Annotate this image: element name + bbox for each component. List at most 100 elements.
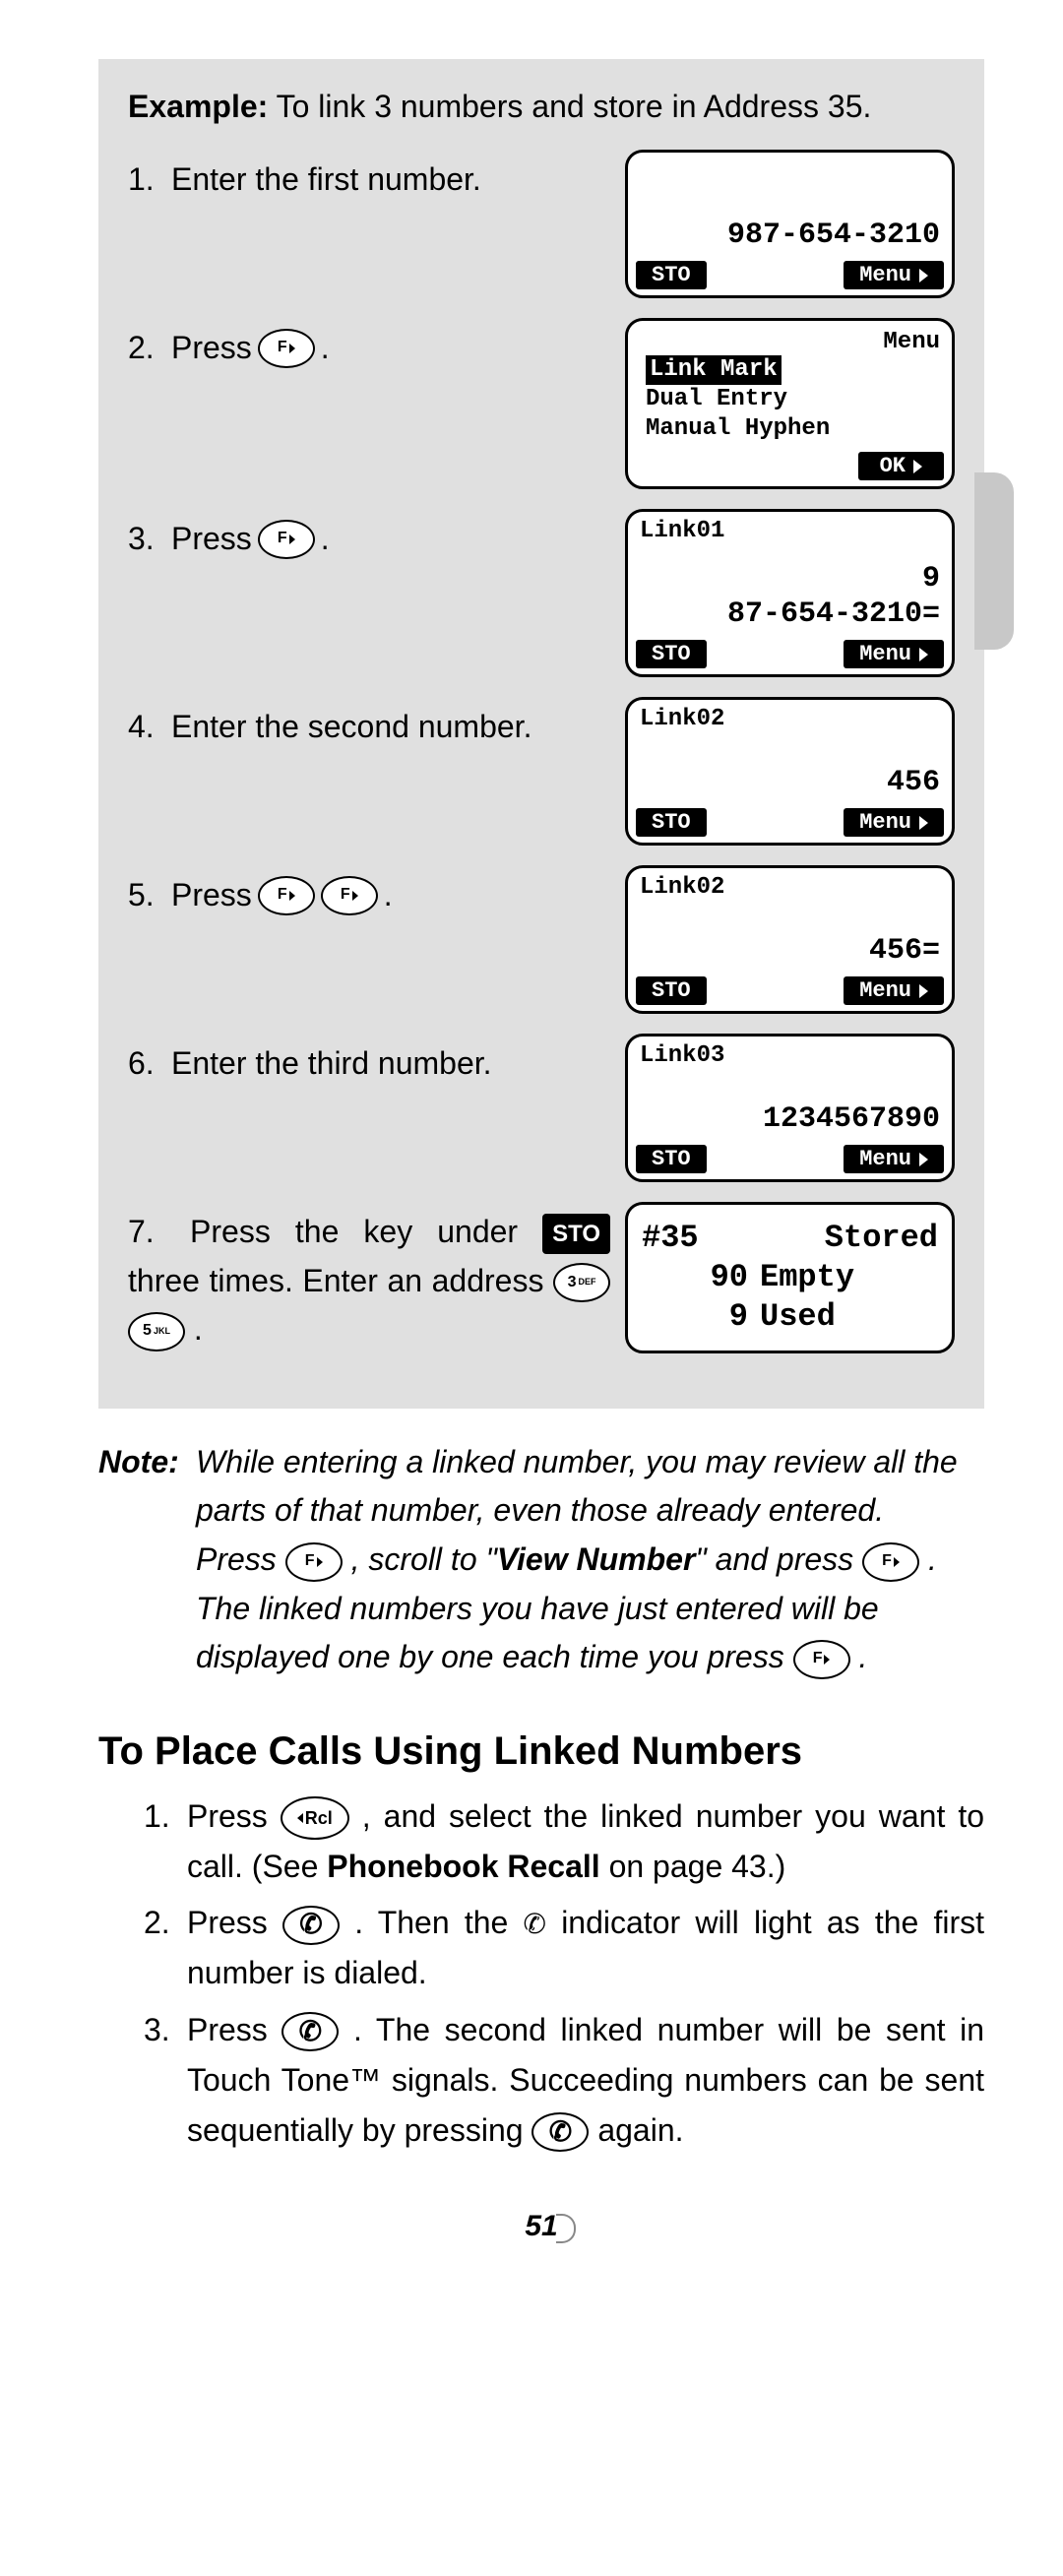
step-row: 2. Press F . Menu Link Mark Dual Entry M…	[128, 318, 955, 489]
lcd-body: Link02 456	[628, 700, 952, 808]
thumb-tab	[974, 472, 1014, 650]
lcd-top-left: Link01	[640, 518, 940, 544]
text-part: Press	[187, 2012, 281, 2047]
step-number: 5.	[128, 871, 165, 920]
phone-icon: ✆	[299, 1903, 322, 1947]
page-number: 51	[98, 2210, 984, 2243]
step-text: 3. Press F .	[128, 509, 610, 564]
send-key-icon: ✆	[281, 2012, 339, 2051]
f-key-icon: F	[258, 876, 315, 915]
page-number-value: 51	[525, 2210, 557, 2243]
lcd-screen: Link02 456= STO Menu	[625, 865, 955, 1014]
step-row: 4. Enter the second number. Link02 456 S…	[128, 697, 955, 846]
lcd-body: Link01 9 87-654-3210=	[628, 512, 952, 640]
text-part: Press	[187, 1905, 268, 1940]
lcd-sto-button[interactable]: STO	[636, 1145, 707, 1173]
step-body: Press	[171, 324, 252, 373]
lcd-line: 9	[640, 561, 940, 597]
lcd-menu-button[interactable]: Menu	[844, 640, 944, 668]
lcd-screen: Link01 9 87-654-3210= STO Menu	[625, 509, 955, 677]
note-label: Note:	[98, 1438, 182, 1682]
lcd-empty-label: Empty	[760, 1258, 938, 1297]
step-body-b: three times. Enter an address	[128, 1263, 543, 1298]
item-text: Press ✆ . The second linked number will …	[187, 2005, 984, 2157]
lcd-menu-button[interactable]: Menu	[844, 808, 944, 837]
item-text: Press ✆ . Then the ✆ indicator will ligh…	[187, 1898, 984, 1998]
step-text: 5. Press F F .	[128, 865, 610, 920]
text-part: again.	[597, 2112, 683, 2148]
step-body-a: Press the key under	[190, 1214, 518, 1249]
step-number: 3.	[128, 515, 165, 564]
lcd-menu-item-highlighted[interactable]: Link Mark	[646, 355, 782, 385]
lcd-top-left: Link02	[640, 874, 940, 901]
text-bold: Phonebook Recall	[327, 1849, 599, 1884]
period: .	[384, 871, 393, 920]
lcd-screen: Link03 1234567890 STO Menu	[625, 1034, 955, 1182]
step-body: Press	[171, 515, 252, 564]
lcd-footer: STO Menu	[628, 261, 952, 295]
key-label: 5	[143, 1319, 152, 1344]
note-bold: View Number	[497, 1541, 696, 1577]
note-block: Note: While entering a linked number, yo…	[98, 1438, 984, 1682]
key-label: F	[278, 336, 287, 360]
key-label: 3	[568, 1271, 577, 1295]
item-number: 1.	[144, 1791, 187, 1892]
step-text: 2. Press F .	[128, 318, 610, 373]
step-text: 1. Enter the first number.	[128, 150, 610, 205]
step-number: 4.	[128, 703, 165, 752]
lcd-sto-button[interactable]: STO	[636, 640, 707, 668]
example-intro: To link 3 numbers and store in Address 3…	[277, 89, 872, 124]
step-number: 7.	[128, 1208, 165, 1257]
f-key-icon: F	[862, 1542, 919, 1582]
step-text: 4. Enter the second number.	[128, 697, 610, 752]
f-key-icon: F	[258, 520, 315, 559]
lcd-menu-list: Link Mark Dual Entry Manual Hyphen	[640, 355, 940, 444]
text-part: Press	[187, 1798, 268, 1834]
lcd-number: 987-654-3210	[640, 218, 940, 253]
f-key-icon: F	[793, 1640, 850, 1679]
note-p2b: , scroll to "	[351, 1541, 497, 1577]
note-p2a: Press	[196, 1541, 277, 1577]
send-key-icon: ✆	[282, 1906, 340, 1945]
lcd-menu-button[interactable]: Menu	[844, 976, 944, 1005]
phone-icon: ✆	[549, 2110, 572, 2155]
lcd-menu-button[interactable]: Menu	[844, 261, 944, 289]
lcd-body: Link02 456=	[628, 868, 952, 976]
lcd-used-label: Used	[760, 1297, 938, 1337]
lcd-addr: #35	[642, 1219, 699, 1258]
lcd-sto-button[interactable]: STO	[636, 261, 707, 289]
period: .	[321, 515, 330, 564]
note-p2c: " and press	[695, 1541, 853, 1577]
list-item: 3. Press ✆ . The second linked number wi…	[144, 2005, 984, 2157]
lcd-menu-item[interactable]: Manual Hyphen	[646, 414, 940, 444]
item-number: 3.	[144, 2005, 187, 2157]
lcd-menu-button[interactable]: Menu	[844, 1145, 944, 1173]
list-item: 2. Press ✆ . Then the ✆ indicator will l…	[144, 1898, 984, 1998]
f-key-icon: F	[258, 329, 315, 368]
section-heading: To Place Calls Using Linked Numbers	[98, 1729, 984, 1774]
step-number: 6.	[128, 1039, 165, 1089]
lcd-body: Link03 1234567890	[628, 1037, 952, 1145]
lcd-ok-button[interactable]: OK	[858, 452, 944, 480]
key-label: Rcl	[305, 1804, 333, 1833]
place-calls-steps: 1. Press Rcl , and select the linked num…	[98, 1791, 984, 2156]
step-number: 1.	[128, 156, 165, 205]
step-body: Enter the second number.	[171, 703, 532, 752]
note-p1: While entering a linked number, you may …	[196, 1444, 958, 1529]
lcd-sto-button[interactable]: STO	[636, 808, 707, 837]
lcd-screen: #35Stored 90Empty 9Used	[625, 1202, 955, 1353]
lcd-footer: OK	[628, 452, 952, 486]
f-key-icon: F	[321, 876, 378, 915]
phone-indicator-icon: ✆	[524, 1903, 546, 1947]
lcd-menu-item[interactable]: Dual Entry	[646, 385, 940, 414]
item-number: 2.	[144, 1898, 187, 1998]
page: Example: To link 3 numbers and store in …	[0, 0, 1063, 2283]
key-label: F	[305, 1549, 315, 1574]
send-key-icon: ✆	[532, 2112, 589, 2152]
lcd-sto-button[interactable]: STO	[636, 976, 707, 1005]
step-body: Press	[171, 871, 252, 920]
example-box: Example: To link 3 numbers and store in …	[98, 59, 984, 1409]
key-label: F	[882, 1549, 892, 1574]
key-label: F	[341, 883, 350, 908]
text-part: . Then the	[354, 1905, 523, 1940]
